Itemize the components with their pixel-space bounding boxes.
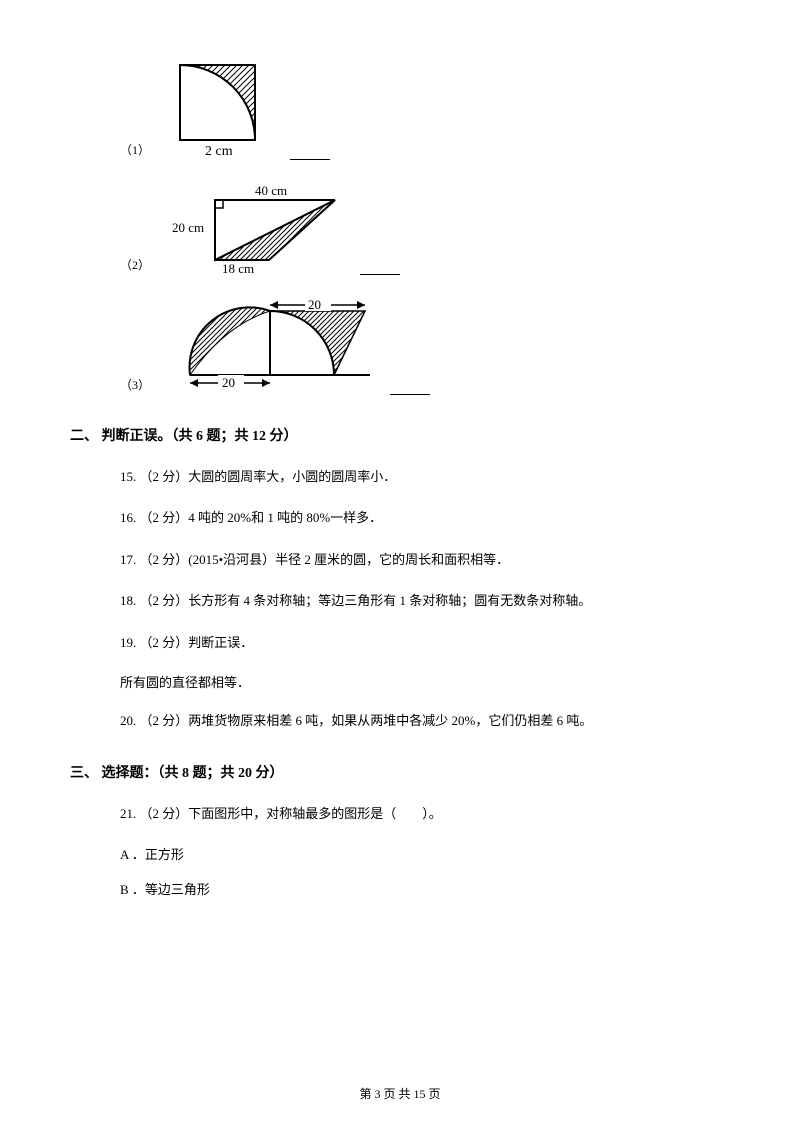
question-19-sub: 所有圆的直径都相等． <box>120 672 730 691</box>
figure-3-svg: 20 20 <box>170 295 380 395</box>
figure-2-label-top: 40 cm <box>255 183 287 198</box>
figure-2-blank <box>360 273 400 275</box>
question-18: 18. （2 分）长方形有 4 条对称轴；等边三角形有 1 条对称轴；圆有无数条… <box>120 589 730 612</box>
question-15: 15. （2 分）大圆的圆周率大，小圆的圆周率小． <box>120 465 730 488</box>
figure-3-number: （3） <box>120 376 150 395</box>
figure-1-blank <box>290 158 330 160</box>
figure-1-svg: 2 cm <box>170 60 280 160</box>
question-17: 17. （2 分）(2015•沿河县）半径 2 厘米的圆，它的周长和面积相等． <box>120 548 730 571</box>
section-2-heading: 二、 判断正误。（共 6 题；共 12 分） <box>70 425 730 445</box>
figure-row-1: （1） 2 cm <box>120 60 730 160</box>
page-footer: 第 3 页 共 15 页 <box>0 1085 800 1102</box>
question-20: 20. （2 分）两堆货物原来相差 6 吨，如果从两堆中各减少 20%，它们仍相… <box>120 709 730 732</box>
option-21-A: A ．正方形 <box>120 844 730 863</box>
figure-3-blank <box>390 393 430 395</box>
section-3-heading: 三、 选择题：（共 8 题；共 20 分） <box>70 762 730 782</box>
figure-2-svg: 40 cm 20 cm 18 cm <box>170 180 350 275</box>
question-21: 21. （2 分）下面图形中，对称轴最多的图形是（ ）。 <box>120 802 730 825</box>
figure-2-label-bottom: 18 cm <box>222 261 254 275</box>
figure-3-label-bottom: 20 <box>222 375 235 390</box>
option-21-B: B ．等边三角形 <box>120 879 730 898</box>
figure-1-label: 2 cm <box>205 144 233 159</box>
figure-2-label-left: 20 cm <box>172 220 204 235</box>
figure-1-number: （1） <box>120 141 150 160</box>
figure-2-number: （2） <box>120 256 150 275</box>
question-19: 19. （2 分）判断正误． <box>120 631 730 654</box>
figure-3-label-top: 20 <box>308 297 321 312</box>
page-container: { "figures": { "f1": { "num": "（1）", "la… <box>0 0 800 1132</box>
figure-row-3: （3） 20 20 <box>120 295 730 395</box>
figure-row-2: （2） 40 cm 20 cm 18 cm <box>120 180 730 275</box>
question-16: 16. （2 分）4 吨的 20%和 1 吨的 80%一样多． <box>120 506 730 529</box>
